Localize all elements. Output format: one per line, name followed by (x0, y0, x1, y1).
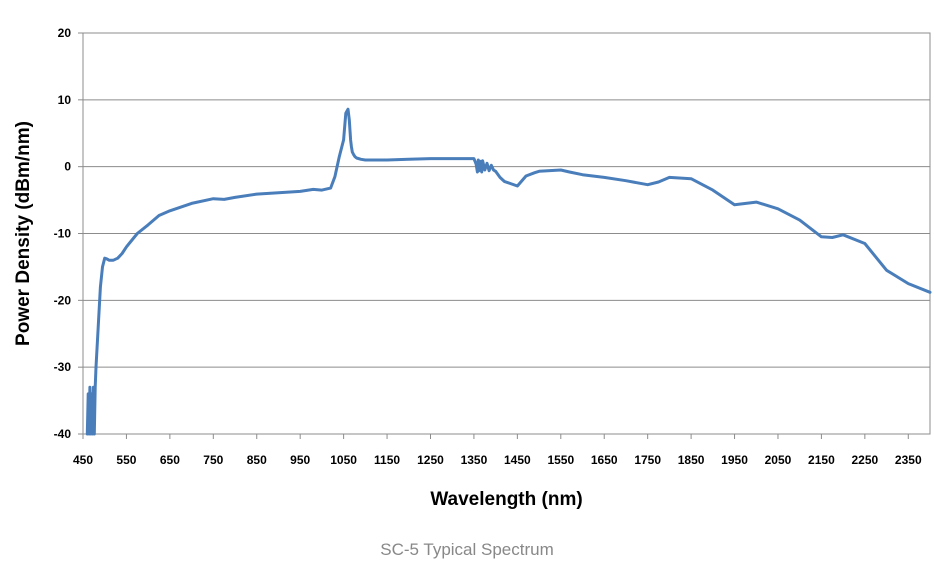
figure-caption: SC-5 Typical Spectrum (380, 540, 554, 559)
y-tick-label: 10 (58, 93, 72, 107)
x-tick-label: 2350 (895, 453, 922, 467)
series-line-0 (85, 107, 932, 436)
x-tick-label: 750 (203, 453, 223, 467)
x-axis-title: Wavelength (nm) (430, 489, 582, 510)
spectrum-chart: 20 10 0 -10 -20 -30 -40 450 550 650 750 850 950 1050… (13, 26, 932, 510)
x-tick-label: 2150 (808, 453, 835, 467)
x-axis-ticks: 450 550 650 750 850 950 1050 1150 1250 1350 1450 15… (73, 434, 922, 467)
x-tick-label: 2250 (851, 453, 878, 467)
x-tick-label: 850 (247, 453, 267, 467)
x-tick-label: 1650 (591, 453, 618, 467)
series-layer (85, 107, 932, 436)
x-tick-label: 1450 (504, 453, 531, 467)
x-tick-label: 950 (290, 453, 310, 467)
y-tick-label: -40 (54, 427, 72, 441)
x-tick-label: 550 (116, 453, 136, 467)
gridlines (83, 32, 930, 435)
y-tick-label: -20 (54, 293, 72, 307)
y-axis-ticks: 20 10 0 -10 -20 -30 -40 (54, 26, 83, 441)
y-tick-label: 0 (64, 160, 71, 174)
y-tick-label: -10 (54, 227, 72, 241)
y-tick-label: -30 (54, 360, 72, 374)
x-tick-label: 1050 (330, 453, 357, 467)
x-tick-label: 2050 (765, 453, 792, 467)
x-tick-label: 1750 (634, 453, 661, 467)
x-tick-label: 1850 (678, 453, 705, 467)
x-tick-label: 1950 (721, 453, 748, 467)
x-tick-label: 1150 (374, 453, 400, 467)
x-tick-label: 1350 (461, 453, 488, 467)
x-tick-label: 650 (160, 453, 180, 467)
x-tick-label: 450 (73, 453, 93, 467)
x-tick-label: 1250 (417, 453, 444, 467)
y-axis-title: Power Density (dBm/nm) (13, 121, 34, 346)
x-tick-label: 1550 (547, 453, 574, 467)
y-tick-label: 20 (58, 26, 72, 40)
